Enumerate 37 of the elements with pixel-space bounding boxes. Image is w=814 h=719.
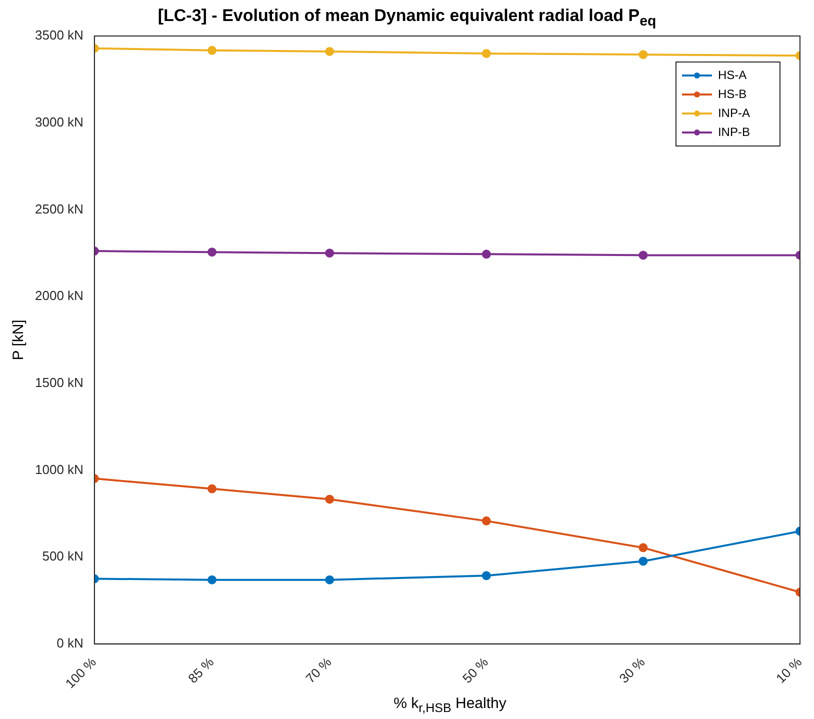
x-tick-label: 70 %: [302, 654, 335, 686]
x-tick-label: 85 %: [185, 654, 217, 686]
y-tick-label: 3000 kN: [35, 114, 84, 130]
point: [325, 248, 334, 258]
point: [638, 556, 648, 566]
x-tick-label: 10 %: [773, 654, 805, 686]
point: [325, 494, 334, 504]
chart-title: [LC-3] - Evolution of mean Dynamic equivalent radial load P$_{eq}$: [156, 6, 658, 30]
point: [208, 46, 217, 55]
point: [208, 484, 217, 494]
y-tick-label: 3500 kN: [35, 28, 84, 43]
point: [482, 250, 491, 259]
point: [482, 571, 491, 580]
x-tick-label: 30 %: [616, 654, 648, 686]
y-tick-label: 2000 kN: [35, 288, 84, 304]
x-tick-label: 100 %: [62, 654, 100, 692]
y-tick-label: 0 kN: [56, 635, 84, 650]
point: [208, 575, 217, 584]
y-axis-title: P [kN]: [10, 320, 28, 360]
legend-label: INP-A: [718, 106, 750, 120]
legend-label: HS-B: [718, 86, 747, 101]
legend-label: HS-A: [718, 68, 747, 82]
legend-label: INP-B: [718, 124, 750, 139]
y-tick-label: 1000 kN: [35, 462, 84, 477]
point: [638, 250, 648, 260]
x-axis-title: % k$_{r,HSB}$ Healthy: [392, 695, 508, 715]
point: [638, 543, 648, 552]
point: [325, 575, 334, 584]
y-tick-label: 500 kN: [42, 548, 84, 564]
point: [482, 49, 491, 58]
point: [208, 248, 217, 257]
y-tick-label: 1500 kN: [35, 374, 84, 390]
point: [325, 46, 334, 56]
x-tick-label: 50 %: [459, 654, 492, 686]
point: [638, 50, 648, 60]
point: [482, 516, 491, 526]
y-tick-label: 2500 kN: [35, 201, 84, 216]
